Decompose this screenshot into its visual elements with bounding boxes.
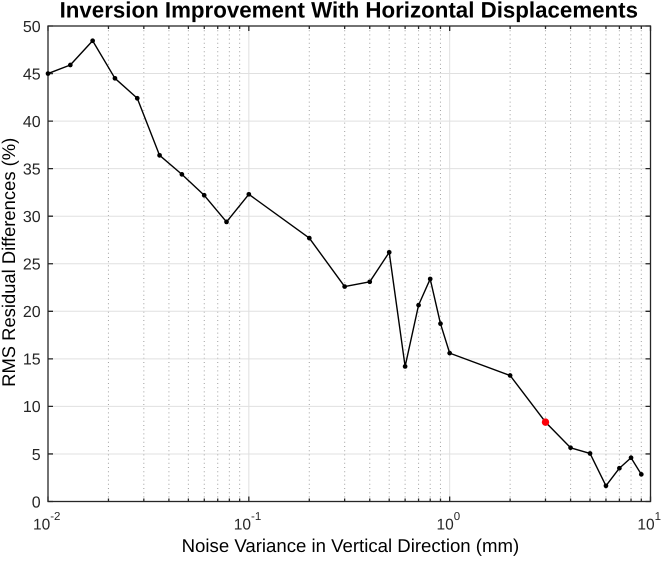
svg-text:RMS Residual Differences (%): RMS Residual Differences (%) <box>0 138 19 387</box>
svg-text:35: 35 <box>23 161 41 178</box>
svg-text:25: 25 <box>23 257 41 274</box>
svg-text:30: 30 <box>23 209 41 226</box>
svg-text:Noise Variance in Vertical Dir: Noise Variance in Vertical Direction (mm… <box>182 535 520 556</box>
svg-text:5: 5 <box>32 447 41 464</box>
svg-text:15: 15 <box>23 352 41 369</box>
svg-text:50: 50 <box>23 19 41 36</box>
svg-text:40: 40 <box>23 114 41 131</box>
svg-text:10: 10 <box>23 399 41 416</box>
svg-text:0: 0 <box>32 494 41 511</box>
svg-text:45: 45 <box>23 66 41 83</box>
svg-text:Inversion Improvement With Hor: Inversion Improvement With Horizontal Di… <box>60 0 638 22</box>
svg-text:20: 20 <box>23 304 41 321</box>
